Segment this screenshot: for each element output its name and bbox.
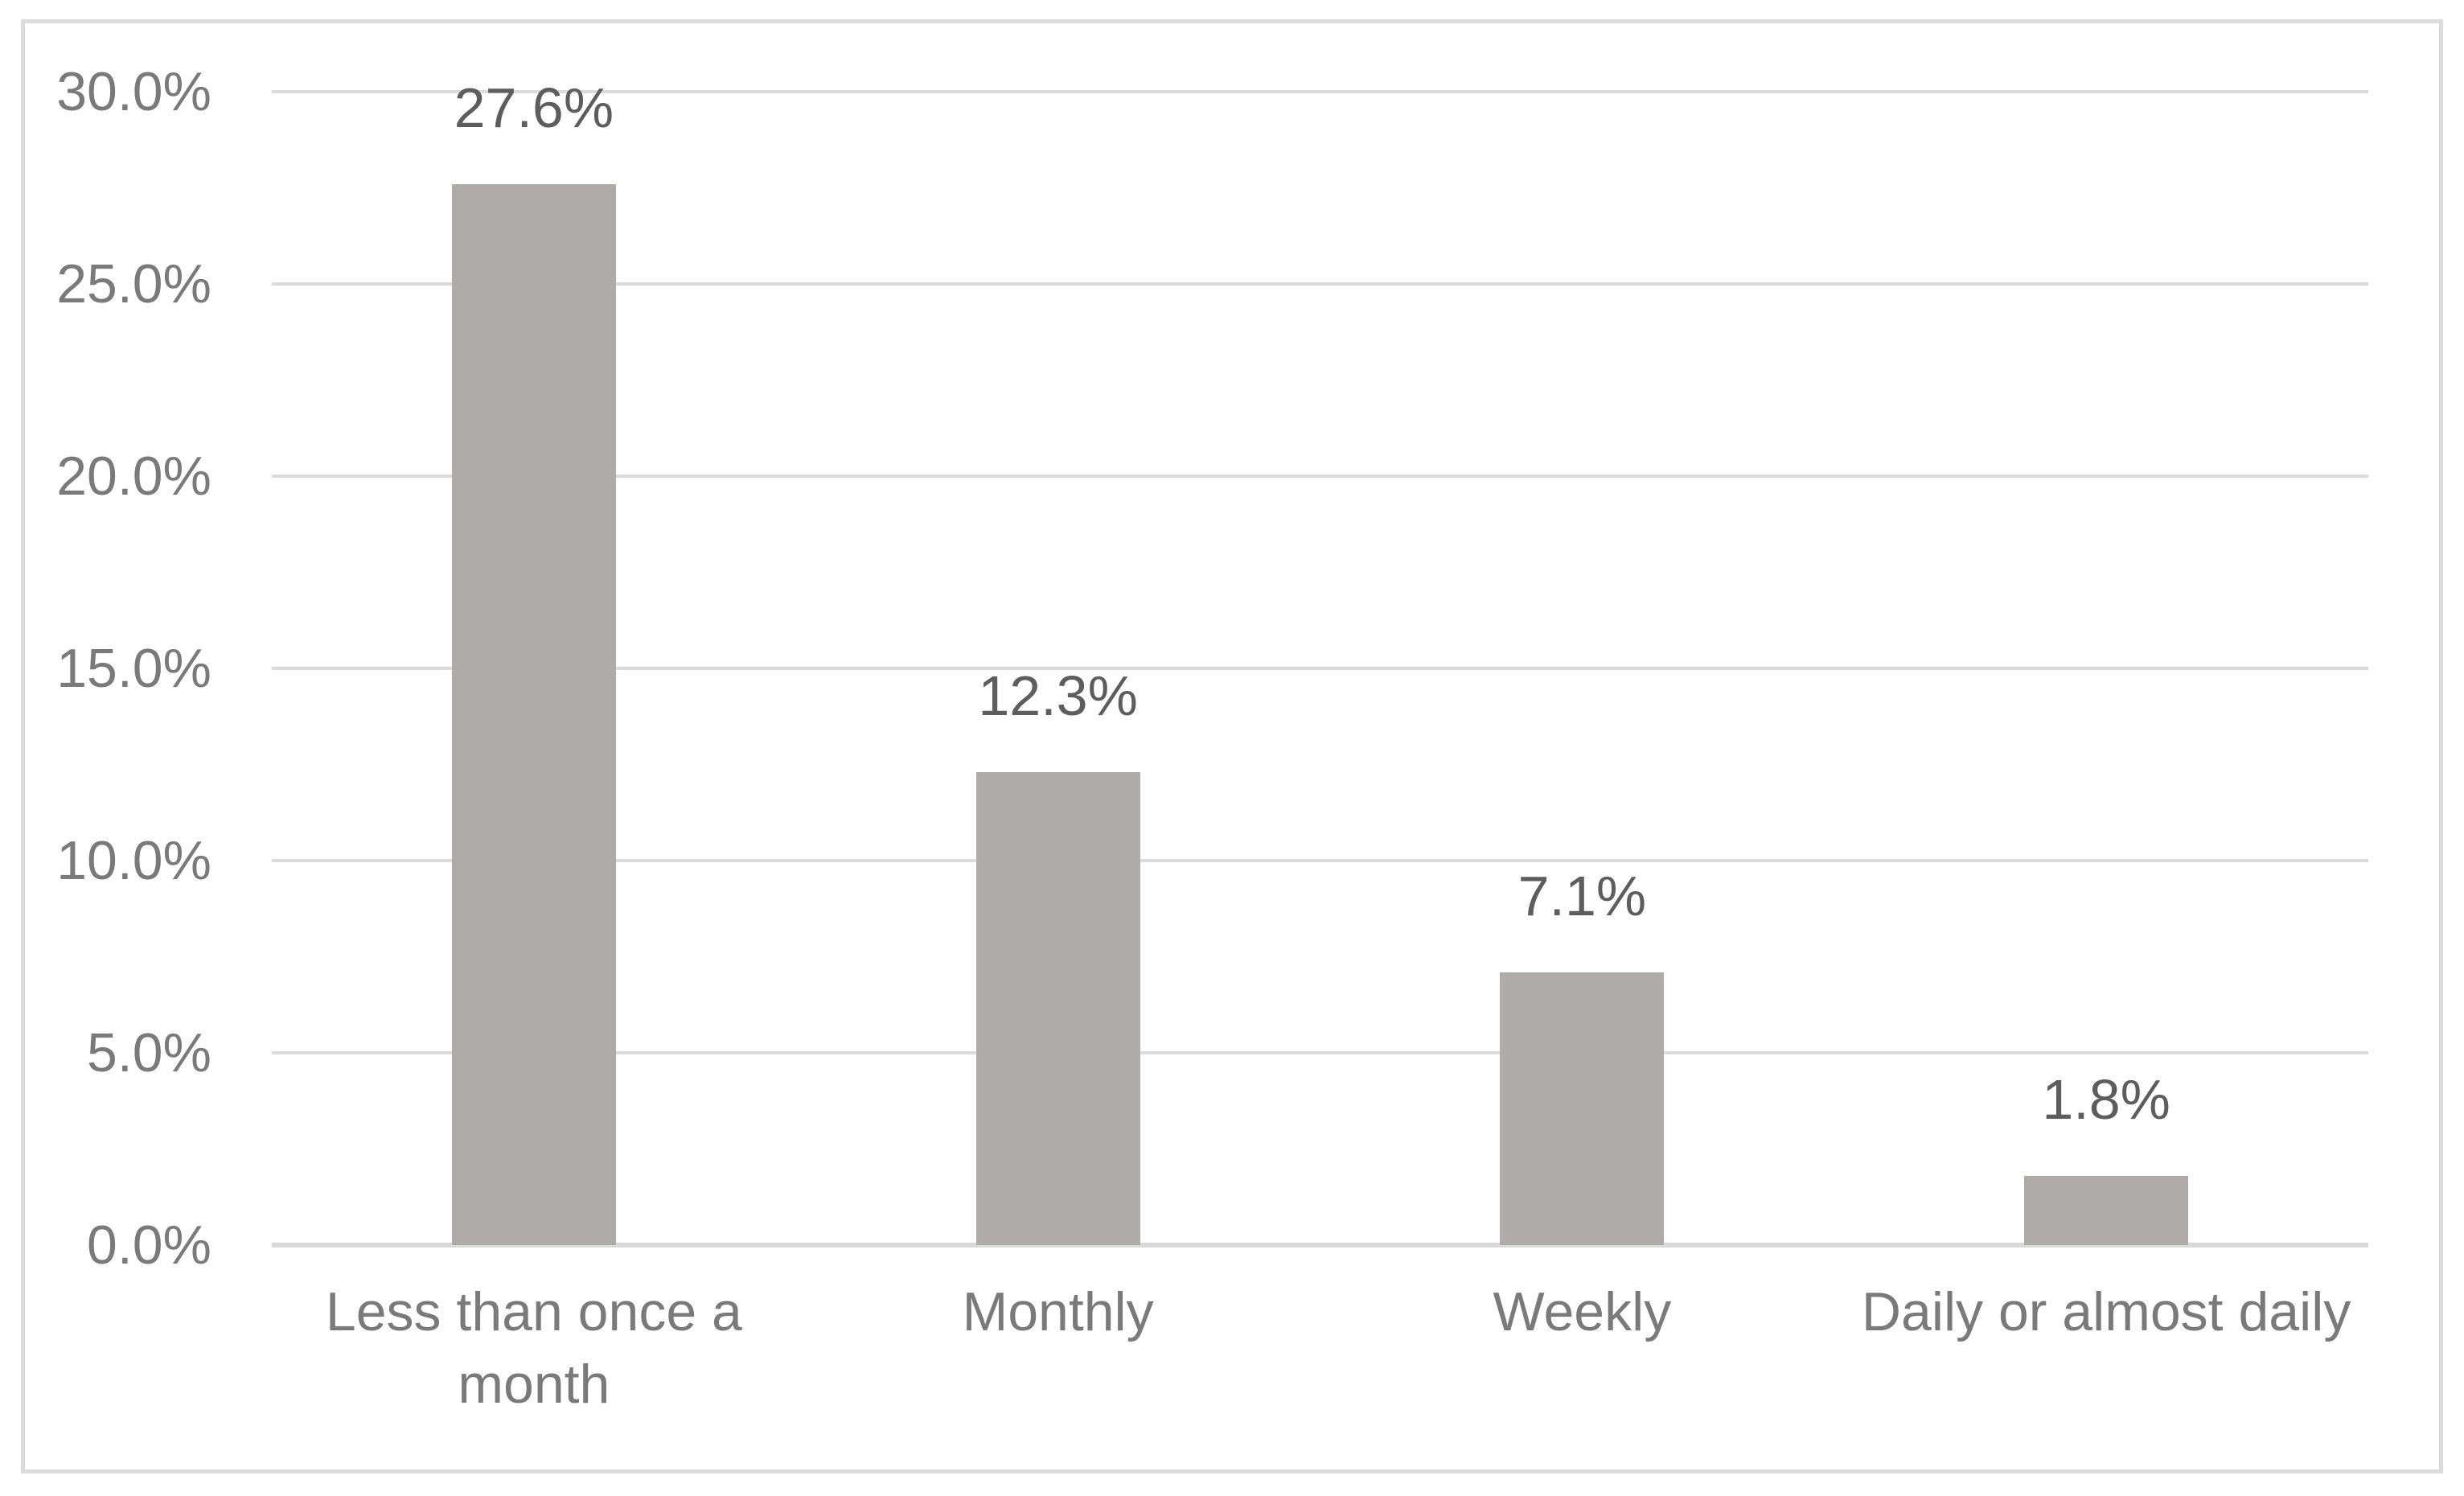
y-tick-label: 25.0% (56, 253, 211, 314)
y-tick-label: 20.0% (56, 446, 211, 507)
bar (451, 183, 616, 1245)
bar (2024, 1175, 2189, 1245)
x-category-label: Daily or almost daily (1861, 1281, 2351, 1342)
gridline (272, 1051, 2368, 1054)
y-tick-label: 0.0% (87, 1214, 211, 1276)
bar-value-label: 1.8% (2042, 1067, 2170, 1131)
x-category-label: Weekly (1493, 1281, 1672, 1342)
gridline (272, 90, 2368, 93)
chart-frame (21, 19, 2443, 1473)
x-axis-line (272, 1243, 2368, 1247)
gridline (272, 282, 2368, 286)
y-tick-label: 10.0% (56, 830, 211, 891)
gridline (272, 667, 2368, 670)
bar-value-label: 12.3% (978, 664, 1138, 728)
gridline (272, 475, 2368, 478)
y-tick-label: 30.0% (56, 61, 211, 122)
y-tick-label: 15.0% (56, 638, 211, 699)
bar (1500, 972, 1665, 1245)
bar (975, 772, 1140, 1245)
bar-value-label: 7.1% (1517, 864, 1647, 927)
gridline (272, 859, 2368, 862)
x-category-label: Less than once a month (325, 1281, 742, 1415)
x-category-label: Monthly (962, 1281, 1154, 1342)
bar-value-label: 27.6% (454, 76, 614, 139)
y-tick-label: 5.0% (87, 1022, 211, 1083)
